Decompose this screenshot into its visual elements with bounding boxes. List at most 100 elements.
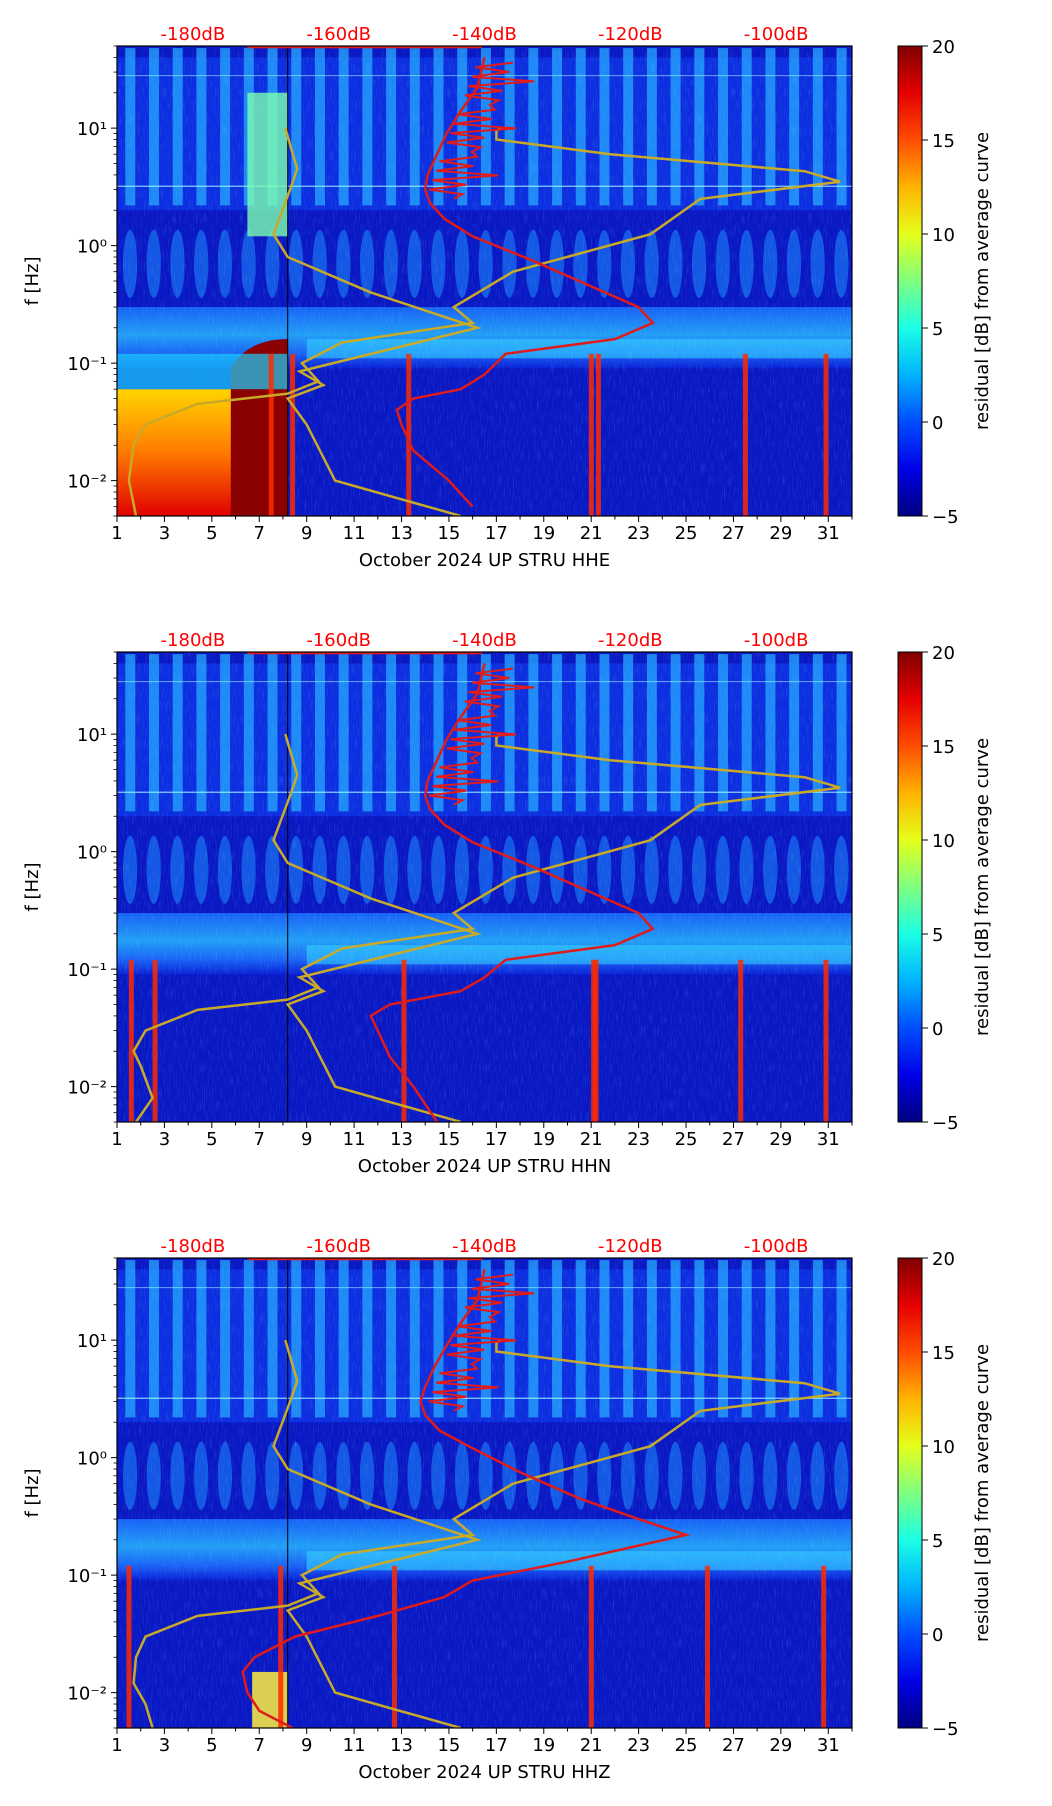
x-tick-label: 17: [485, 1129, 508, 1150]
db-label: -140dB: [452, 1236, 517, 1257]
y-tick-label: 10⁰: [77, 1449, 107, 1470]
event-column: [401, 959, 407, 1122]
event-column: [823, 959, 829, 1122]
x-tick-label: 5: [206, 1735, 217, 1756]
event-column: [152, 959, 158, 1122]
db-label: -180dB: [161, 630, 226, 651]
x-tick-label: 3: [159, 523, 170, 544]
colorbar-tick-label: 5: [932, 319, 943, 340]
colorbar-label: residual [dB] from average curve: [972, 132, 993, 430]
colorbar: [898, 1258, 922, 1728]
x-tick-label: 27: [722, 523, 745, 544]
colorbar-tick-label: 0: [932, 1625, 943, 1646]
colorbar-tick-label: 15: [932, 1343, 955, 1364]
x-tick-label: 29: [769, 523, 792, 544]
colorbar-tick-label: −5: [932, 507, 959, 528]
colorbar-tick-label: −5: [932, 1113, 959, 1134]
median-curve-spikes: [428, 1273, 535, 1412]
x-tick-label: 21: [580, 1129, 603, 1150]
event-column: [823, 353, 829, 516]
colorbar-tick-label: 0: [932, 1019, 943, 1040]
colorbar-tick-label: 15: [932, 131, 955, 152]
median-psd-curve: [241, 1269, 691, 1728]
speckle-texture: [117, 1258, 852, 1728]
x-tick-label: 19: [532, 523, 555, 544]
x-tick-label: 23: [627, 1735, 650, 1756]
x-tick-label: 3: [159, 1735, 170, 1756]
x-tick-label: 19: [532, 1129, 555, 1150]
y-tick-label: 10¹: [77, 725, 107, 746]
x-tick-label: 15: [437, 523, 460, 544]
x-tick-label: 11: [343, 523, 366, 544]
x-tick-label: 11: [343, 1735, 366, 1756]
y-tick-label: 10¹: [77, 119, 107, 140]
colorbar: [898, 46, 922, 516]
median-curve-spikes: [428, 61, 535, 200]
transition-band: [117, 353, 288, 390]
db-label: -120dB: [598, 1236, 663, 1257]
y-axis-label: f [Hz]: [22, 862, 43, 911]
median-curve-spikes: [428, 667, 535, 806]
y-tick-label: 10⁻²: [67, 472, 107, 493]
x-tick-label: 31: [817, 1735, 840, 1756]
noise-model-high-curve: [272, 733, 482, 1122]
event-column: [290, 353, 296, 516]
colorbar-tick-label: 10: [932, 1437, 955, 1458]
y-tick-label: 10⁻²: [67, 1684, 107, 1705]
x-axis-label: October 2024 UP STRU HHZ: [358, 1762, 610, 1783]
event-column: [821, 1565, 827, 1728]
x-tick-label: 3: [159, 1129, 170, 1150]
y-axis-label: f [Hz]: [22, 1468, 43, 1517]
x-tick-label: 9: [301, 1735, 312, 1756]
x-tick-label: 31: [817, 1129, 840, 1150]
event-column: [406, 353, 412, 516]
x-tick-label: 25: [675, 1735, 698, 1756]
db-label: -180dB: [161, 24, 226, 45]
colorbar-tick-label: 5: [932, 925, 943, 946]
x-tick-label: 27: [722, 1129, 745, 1150]
x-tick-label: 29: [769, 1735, 792, 1756]
db-label: -160dB: [306, 630, 371, 651]
x-tick-label: 17: [485, 1735, 508, 1756]
event-column: [268, 353, 274, 516]
y-tick-label: 10⁻¹: [67, 354, 107, 375]
colorbar-frame: [897, 1257, 923, 1729]
x-axis-label: October 2024 UP STRU HHN: [358, 1156, 611, 1177]
colorbar-tick-label: 10: [932, 831, 955, 852]
colorbar-frame: [897, 45, 923, 517]
median-psd-curve: [395, 57, 655, 508]
colorbar: [898, 652, 922, 1122]
x-tick-label: 23: [627, 1129, 650, 1150]
event-column: [392, 1565, 398, 1728]
x-tick-label: 13: [390, 1129, 413, 1150]
colorbar-tick-label: 10: [932, 225, 955, 246]
x-tick-label: 25: [675, 1129, 698, 1150]
event-column: [278, 1565, 284, 1728]
x-tick-label: 7: [254, 1129, 265, 1150]
x-axis-label: October 2024 UP STRU HHE: [359, 550, 610, 571]
colorbar-tick-label: 5: [932, 1531, 943, 1552]
db-label: -120dB: [598, 630, 663, 651]
y-tick-label: 10⁻¹: [67, 960, 107, 981]
y-tick-label: 10⁻²: [67, 1078, 107, 1099]
y-axis-label: f [Hz]: [22, 256, 43, 305]
db-label: -100dB: [744, 630, 809, 651]
db-label: -180dB: [161, 1236, 226, 1257]
y-tick-label: 10⁰: [77, 237, 107, 258]
event-column: [128, 959, 134, 1122]
colorbar-tick-label: −5: [932, 1719, 959, 1740]
x-tick-label: 25: [675, 523, 698, 544]
x-tick-label: 1: [111, 1129, 122, 1150]
x-tick-label: 9: [301, 523, 312, 544]
db-label: -100dB: [744, 24, 809, 45]
noise-model-low-curve: [132, 733, 841, 1122]
x-tick-label: 15: [437, 1129, 460, 1150]
x-tick-label: 21: [580, 523, 603, 544]
x-tick-label: 1: [111, 1735, 122, 1756]
panel-hhe: 1 3 5 7 9 11 13 15 17 19 21 23 25 27 29 3110⁻²10⁻¹10⁰10…: [22, 24, 993, 571]
x-tick-label: 29: [769, 1129, 792, 1150]
x-tick-label: 5: [206, 1129, 217, 1150]
y-tick-label: 10⁰: [77, 843, 107, 864]
plot-area: [117, 46, 852, 516]
